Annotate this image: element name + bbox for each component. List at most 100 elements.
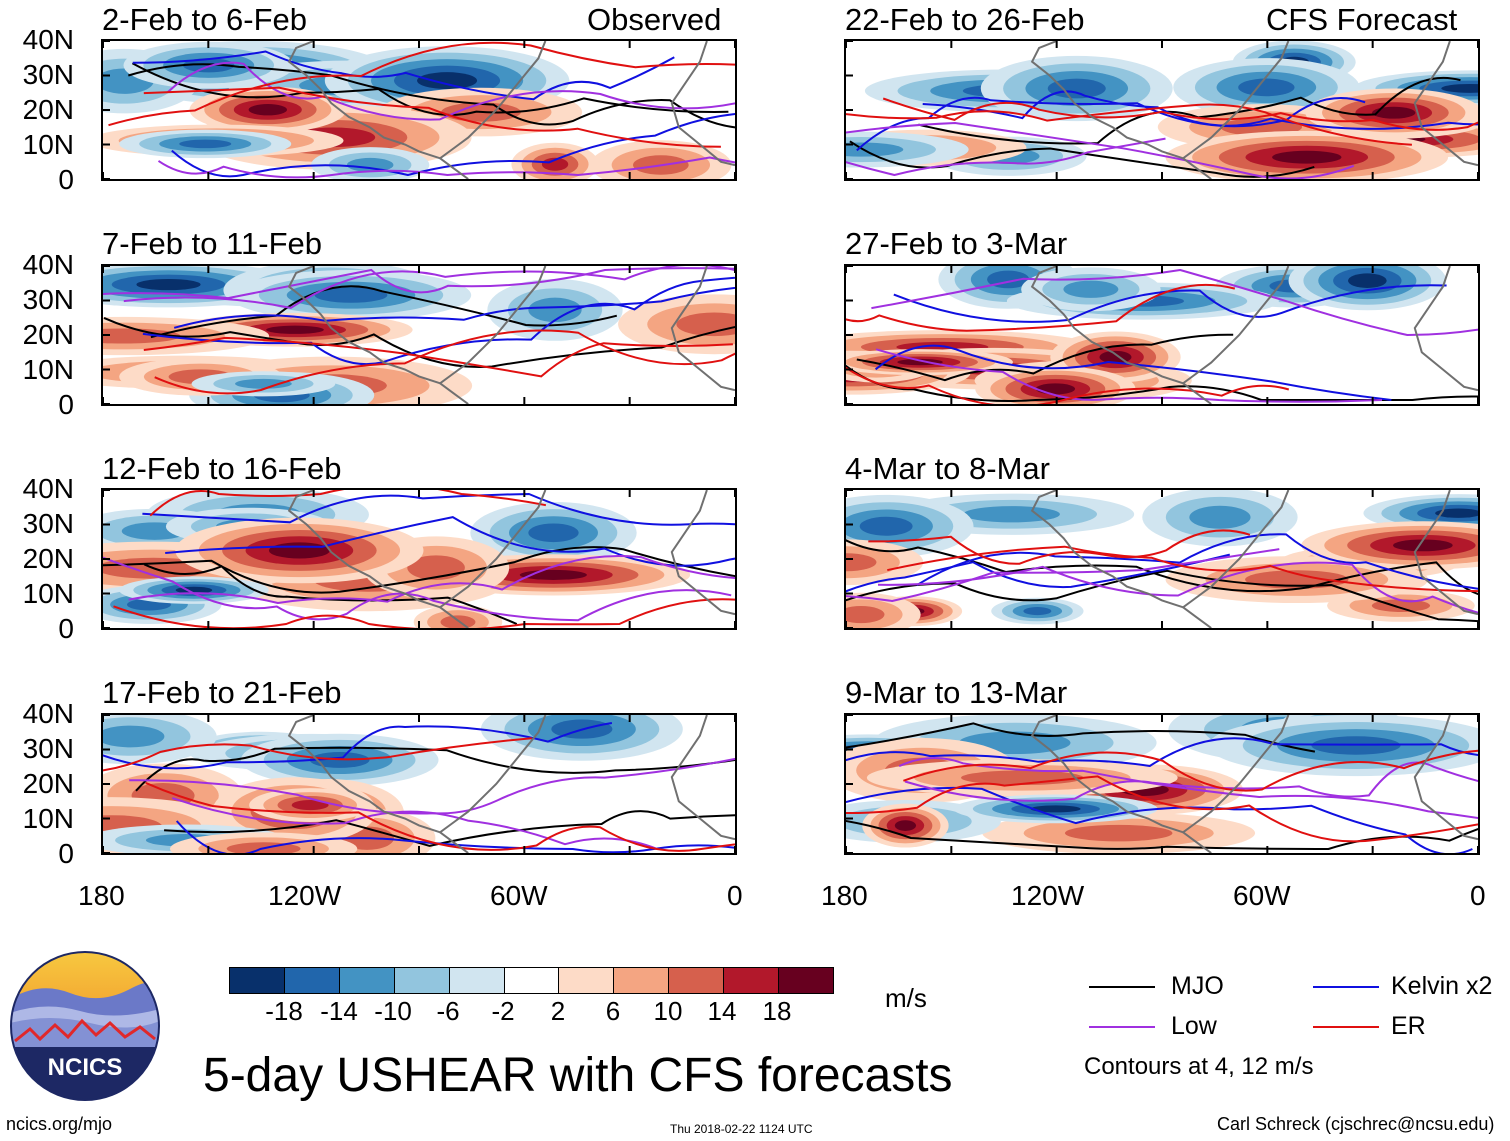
- wave-contour: [108, 41, 735, 127]
- shear-field: [845, 40, 1479, 180]
- shear-contour: [1238, 78, 1295, 97]
- map-panel: [844, 39, 1480, 181]
- wave-contour: [157, 156, 735, 179]
- shear-contour: [859, 516, 913, 536]
- coastline: [1030, 41, 1290, 160]
- wave-contour: [103, 267, 735, 300]
- panel-title: 9-Mar to 13-Mar: [845, 675, 1068, 710]
- colorbar-segment: [504, 968, 560, 993]
- legend-label: Kelvin x2: [1391, 972, 1493, 1000]
- x-tick-label: 60W: [1233, 880, 1291, 911]
- wave-contour: [132, 50, 675, 101]
- colorbar-tick: -18: [265, 996, 303, 1026]
- x-tick-label: 0: [1470, 880, 1486, 911]
- shear-contour: [1047, 78, 1106, 99]
- wave-contour: [882, 97, 1478, 131]
- wave-contour: [846, 283, 1236, 332]
- shear-contour: [846, 553, 877, 572]
- wave-contour: [875, 348, 1383, 403]
- y-tick-label: 0: [58, 838, 74, 869]
- wave-contour: [103, 546, 735, 594]
- shear-contour: [1030, 805, 1081, 813]
- coastline: [1030, 266, 1290, 385]
- legend-label: ER: [1391, 1012, 1426, 1040]
- y-tick-label: 10N: [22, 803, 74, 834]
- wave-contour: [103, 556, 732, 622]
- colorbar-tick: 10: [653, 996, 683, 1026]
- contour-note: Contours at 4, 12 m/s: [1084, 1053, 1314, 1080]
- wave-contour: [143, 86, 721, 148]
- wave-contour: [128, 555, 735, 605]
- wave-contour: [150, 285, 618, 339]
- shear-contour: [1063, 280, 1119, 298]
- coastline: [439, 831, 469, 853]
- wave-contour: [143, 563, 518, 625]
- legend-line-mjo: [1089, 986, 1155, 988]
- wave-contour: [846, 103, 1412, 146]
- shear-contour: [541, 157, 569, 171]
- wave-contour: [916, 533, 1478, 590]
- coastline: [439, 606, 469, 628]
- shear-contour: [1372, 106, 1416, 119]
- colorbar-segment: [779, 968, 833, 993]
- coastline: [287, 41, 547, 160]
- panel-title: 12-Feb to 16-Feb: [102, 451, 342, 486]
- colorbar-tick: 14: [707, 996, 737, 1026]
- wave-contour: [165, 516, 735, 567]
- panel-title: 7-Feb to 11-Feb: [102, 226, 322, 261]
- shear-field: [845, 714, 1479, 854]
- panel-title: 2-Feb to 6-Feb: [102, 2, 308, 37]
- ncics-logo: NCICS: [10, 951, 160, 1101]
- coastline: [1182, 382, 1212, 404]
- wave-contour: [846, 737, 1478, 768]
- wave-contour: [171, 113, 735, 178]
- units-label: m/s: [885, 983, 927, 1013]
- shear-contour: [314, 287, 388, 303]
- wave-contour: [128, 63, 735, 129]
- colorbar-tick: -6: [436, 996, 460, 1026]
- shear-contour: [235, 378, 292, 389]
- shear-contour: [1435, 508, 1478, 518]
- y-tick-label: 10N: [22, 578, 74, 609]
- wave-contour: [874, 344, 1392, 401]
- shear-contour: [1348, 273, 1387, 288]
- wave-contour: [846, 548, 1280, 603]
- wave-contour: [846, 137, 1166, 177]
- shear-contour: [179, 139, 232, 149]
- legend-label: Low: [1171, 1012, 1217, 1040]
- wave-contour: [849, 140, 1315, 178]
- colorbar-segment: [724, 968, 780, 993]
- wave-contour: [846, 539, 1478, 595]
- forecast-label: CFS Forecast: [1266, 2, 1458, 37]
- y-tick-label: 40N: [22, 249, 74, 280]
- colorbar-tick: -14: [320, 996, 358, 1026]
- shear-contour: [1441, 83, 1478, 93]
- shear-field: [102, 489, 736, 629]
- shear-contour: [1189, 505, 1251, 529]
- shear-field: [845, 489, 1479, 629]
- coastline: [1413, 41, 1478, 167]
- colorbar-segment: [614, 968, 670, 993]
- colorbar-tick: 18: [762, 996, 792, 1026]
- colorbar: [229, 967, 834, 994]
- wave-contour: [846, 786, 1473, 853]
- wave-contour: [898, 756, 1478, 820]
- shear-contour: [846, 605, 885, 624]
- wave-contour: [893, 284, 1447, 323]
- shear-field: [102, 40, 736, 180]
- wave-contour: [904, 761, 1478, 802]
- footer-author: Carl Schreck (cjschrec@ncsu.edu): [1217, 1114, 1495, 1134]
- wave-contour: [918, 76, 1461, 145]
- colorbar-segment: [230, 968, 285, 993]
- wave-contour: [103, 737, 532, 772]
- y-tick-label: 20N: [22, 768, 74, 799]
- y-tick-label: 20N: [22, 543, 74, 574]
- y-tick-label: 20N: [22, 94, 74, 125]
- coastline: [1030, 715, 1290, 834]
- shear-contour: [963, 506, 1060, 523]
- panel-title: 17-Feb to 21-Feb: [102, 675, 342, 710]
- wave-contour: [846, 722, 1316, 753]
- wave-contour: [129, 757, 735, 815]
- wave-contour: [135, 746, 735, 792]
- observed-label: Observed: [587, 2, 722, 37]
